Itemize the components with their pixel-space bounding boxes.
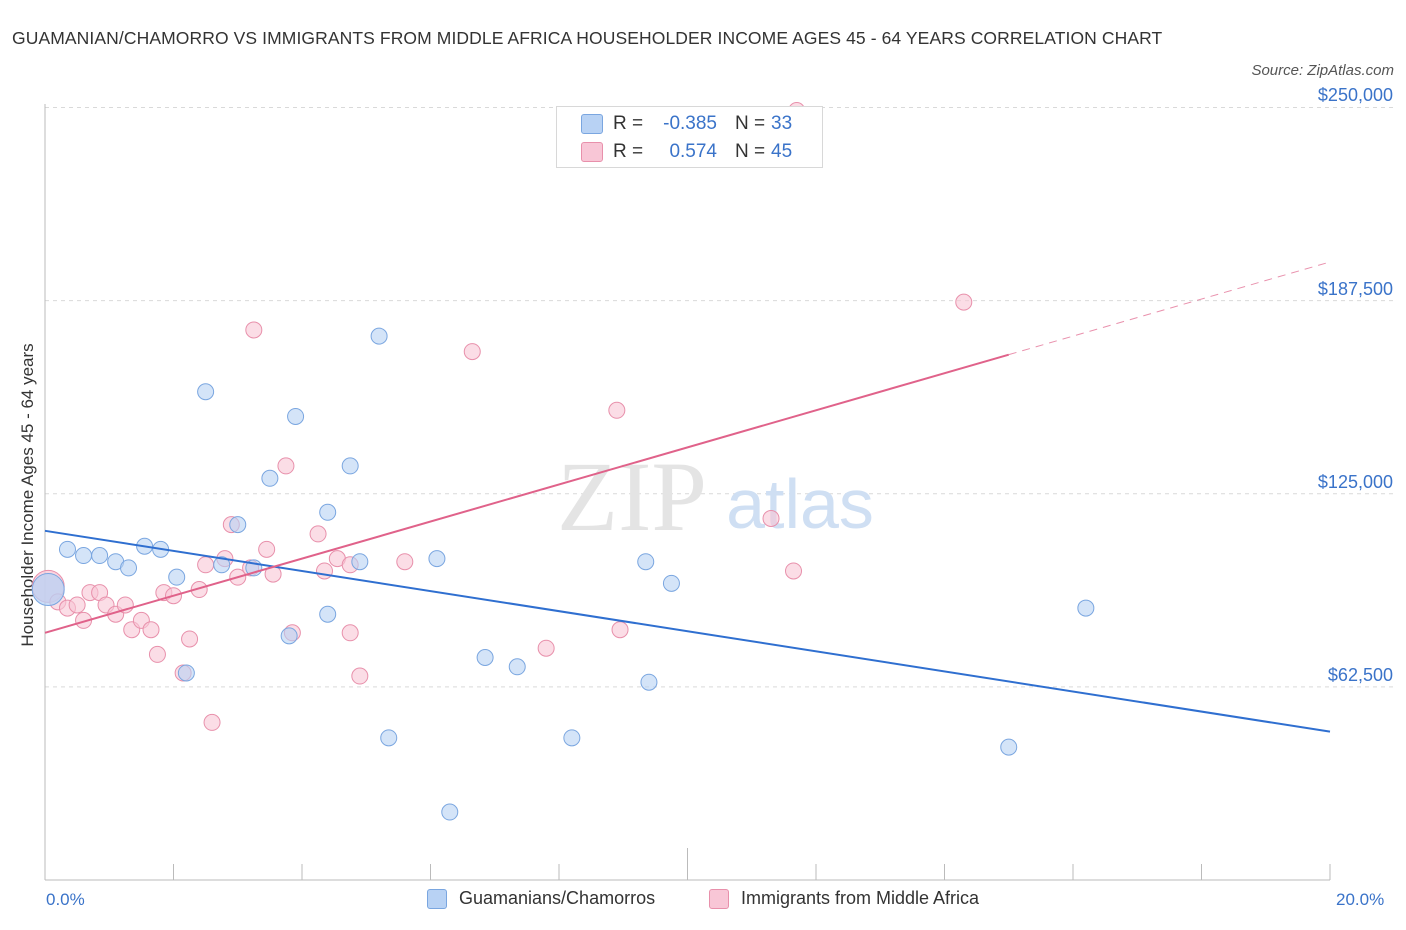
middle-africa-point-13 [148, 645, 166, 663]
middle-africa-point-36 [463, 343, 481, 361]
middle-africa-point-32 [341, 624, 359, 642]
guamanian-point-26 [508, 658, 526, 676]
x-tick-label-max: 20.0% [1336, 890, 1385, 909]
chart-title: GUAMANIAN/CHAMORRO VS IMMIGRANTS FROM MI… [12, 28, 1163, 48]
guamanian-point-3 [91, 547, 109, 565]
bottom-legend-guamanian: Guamanians/Chamorros [427, 888, 655, 909]
guamanian-point-0 [31, 573, 65, 607]
guamanian-point-22 [380, 729, 398, 747]
middle-africa-point-20 [203, 713, 221, 731]
y-tick-label-2: $187,500 [1317, 278, 1393, 299]
legend-n-value-1: 33 [771, 113, 793, 134]
y-tick-label-0: $62,500 [1327, 664, 1393, 685]
guamanian-point-20 [351, 553, 369, 571]
middle-africa-point-3 [68, 596, 86, 614]
middle-africa-point-37 [537, 639, 555, 657]
legend-r-label: R = [613, 113, 644, 134]
guamanian-point-27 [563, 729, 581, 747]
guamanian-point-15 [280, 627, 298, 645]
guamanian-point-8 [168, 568, 186, 586]
guamanian-trend-line [44, 529, 1331, 733]
watermark-atlas: atlas [726, 465, 874, 543]
guamanian-point-21 [370, 327, 388, 345]
guamanian-point-30 [662, 574, 680, 592]
legend-row-guamanian: R = -0.385 N = 33 [581, 111, 792, 137]
middle-africa-point-18 [190, 581, 208, 599]
guamanian-point-17 [319, 605, 337, 623]
watermark: ZIP atlas [557, 441, 874, 552]
guamanian-point-2 [75, 547, 93, 565]
guamanian-point-5 [120, 559, 138, 577]
x-tick-label-min: 0.0% [46, 890, 85, 909]
middle-africa-point-30 [315, 562, 333, 580]
middle-africa-point-38 [608, 401, 626, 419]
middle-africa-point-33 [351, 667, 369, 685]
guamanian-point-28 [637, 553, 655, 571]
bottom-legend-swatch-pink [709, 888, 729, 909]
bottom-legend-label-1: Guamanians/Chamorros [459, 888, 656, 908]
gridlines [45, 106, 1395, 688]
middle-africa-point-24 [245, 321, 263, 339]
legend-r-value-2: 0.574 [669, 141, 717, 162]
bottom-legend-swatch-blue [427, 888, 447, 909]
guamanian-point-10 [197, 383, 215, 401]
middle-africa-point-29 [309, 525, 327, 543]
legend-row-middle-africa: R = 0.574 N = 45 [581, 139, 792, 165]
middle-africa-point-4 [75, 611, 93, 629]
bottom-legend-middle-africa: Immigrants from Middle Africa [709, 888, 979, 909]
legend-n-label: N = [735, 141, 766, 162]
middle-africa-point-19 [197, 556, 215, 574]
legend-n-label: N = [735, 113, 766, 134]
guamanian-point-31 [1077, 599, 1095, 617]
middle-africa-point-17 [181, 630, 199, 648]
middle-africa-trend-line [44, 353, 1010, 634]
guamanian-point-1 [58, 540, 76, 558]
guamanian-point-25 [476, 649, 494, 667]
middle-africa-trend-extension [1008, 261, 1331, 356]
legend-n-value-2: 45 [771, 141, 793, 162]
middle-africa-point-39 [611, 621, 629, 639]
guamanian-point-9 [177, 664, 195, 682]
trend-lines [44, 261, 1331, 733]
series-guamanian-points [31, 327, 1095, 821]
guamanian-point-11 [213, 556, 231, 574]
guamanian-point-16 [287, 407, 305, 425]
guamanian-point-24 [441, 803, 459, 821]
y-tick-label-3: $250,000 [1317, 85, 1393, 106]
legend-swatch-blue [581, 114, 603, 134]
bottom-legend-label-2: Immigrants from Middle Africa [741, 888, 980, 908]
middle-africa-point-43 [955, 293, 973, 311]
middle-africa-point-25 [258, 540, 276, 558]
guamanian-point-32 [1000, 738, 1018, 756]
source-label: Source: ZipAtlas.com [1251, 62, 1394, 79]
guamanian-point-18 [319, 503, 337, 521]
guamanian-point-14 [261, 469, 279, 487]
correlation-legend: R = -0.385 N = 33 R = 0.574 N = 45 [556, 106, 823, 168]
axes [44, 104, 1331, 881]
guamanian-point-19 [341, 457, 359, 475]
guamanian-point-29 [640, 673, 658, 691]
guamanian-point-12 [229, 516, 247, 534]
guamanian-point-23 [428, 550, 446, 568]
legend-r-label: R = [613, 141, 644, 162]
middle-africa-point-35 [396, 553, 414, 571]
legend-r-value-1: -0.385 [663, 113, 717, 134]
middle-africa-point-27 [277, 457, 295, 475]
middle-africa-point-40 [762, 509, 780, 527]
watermark-zip: ZIP [557, 441, 707, 552]
middle-africa-point-41 [785, 562, 803, 580]
legend-swatch-pink [581, 142, 603, 162]
y-tick-label-1: $125,000 [1317, 471, 1393, 492]
series-middle-africa-points [31, 102, 973, 731]
middle-africa-point-12 [142, 621, 160, 639]
